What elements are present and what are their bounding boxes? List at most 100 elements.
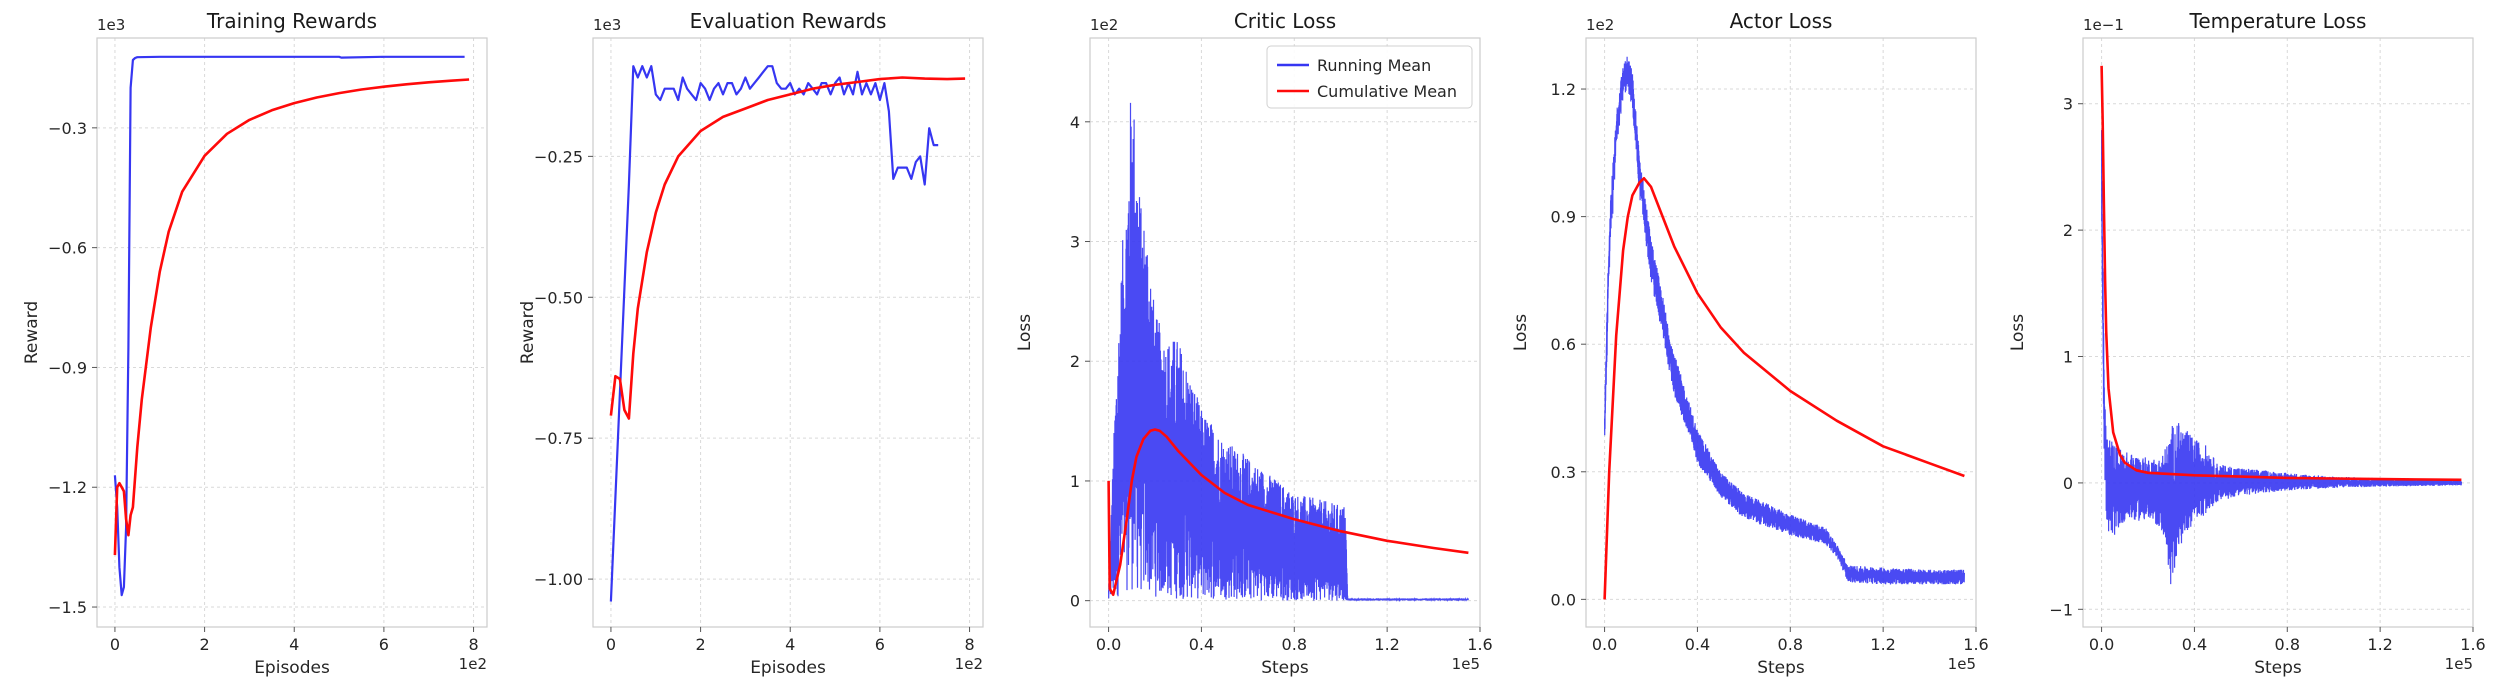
x-tick-label: 0.4 <box>1685 635 1710 654</box>
plot-area <box>1603 56 1965 600</box>
y-axis-label: Loss <box>2008 314 2028 351</box>
x-offset-text: 1e2 <box>955 655 983 673</box>
x-tick-label: 1.6 <box>2460 635 2485 654</box>
y-axis-label: Reward <box>22 301 42 364</box>
y-axis-label: Reward <box>518 301 538 364</box>
x-tick-label: 8 <box>468 635 478 654</box>
x-axis-label: Episodes <box>750 658 826 678</box>
y-tick-label: −0.50 <box>534 288 583 307</box>
x-tick-label: 8 <box>964 635 974 654</box>
x-axis-label: Steps <box>1261 658 1309 678</box>
subplot-title: Critic Loss <box>1234 9 1336 33</box>
y-tick-label: 0.9 <box>1551 208 1576 227</box>
y-axis-label: Loss <box>1015 314 1035 351</box>
y-tick-label: −1.5 <box>48 598 87 617</box>
x-tick-label: 2 <box>695 635 705 654</box>
x-axis-label: Steps <box>2254 658 2302 678</box>
axes-frame <box>1089 37 1481 628</box>
y-tick-label: 0.6 <box>1551 335 1576 354</box>
y-tick-label: −1.00 <box>534 570 583 589</box>
x-tick-label: 6 <box>875 635 885 654</box>
y-tick-label: −0.3 <box>48 119 87 138</box>
y-offset-text: 1e3 <box>97 16 125 34</box>
legend-label: Cumulative Mean <box>1317 82 1457 101</box>
x-tick-label: 0.0 <box>1096 635 1121 654</box>
plot-area <box>609 65 966 602</box>
x-tick-label: 0.4 <box>2182 635 2207 654</box>
x-tick-label: 1.2 <box>1870 635 1895 654</box>
axes-frame <box>1585 37 1977 628</box>
x-tick-label: 1.2 <box>2367 635 2392 654</box>
series-line-running-mean <box>1604 56 1965 585</box>
x-tick-label: 6 <box>379 635 389 654</box>
series-line-running-mean <box>609 65 939 602</box>
subplot-title: Actor Loss <box>1730 9 1833 33</box>
legend: Running Mean Cumulative Mean <box>1266 45 1473 109</box>
subplot-title: Evaluation Rewards <box>690 9 887 33</box>
plot-area <box>2100 65 2462 585</box>
axes-frame <box>2082 37 2474 628</box>
y-tick-label: 3 <box>1070 233 1080 252</box>
y-offset-text: 1e−1 <box>2083 16 2124 34</box>
x-tick-label: 0 <box>606 635 616 654</box>
x-tick-label: 0.8 <box>1282 635 1307 654</box>
y-tick-label: 1 <box>1070 472 1080 491</box>
subplot-title: Training Rewards <box>206 9 377 33</box>
axes-frame <box>96 37 488 628</box>
series-line-cumulative-mean <box>1603 177 1965 600</box>
y-tick-label: 0.0 <box>1551 590 1576 609</box>
series-line-cumulative-mean <box>609 76 966 420</box>
x-tick-label: 0.0 <box>2089 635 2114 654</box>
subplot-1: 0 2 4 6 8 −1.5 −1.2 −0.9 −0.6 −0.3 Training Reward… <box>22 9 488 678</box>
y-offset-text: 1e3 <box>593 16 621 34</box>
x-tick-label: 4 <box>785 635 795 654</box>
legend-label: Running Mean <box>1317 56 1431 75</box>
x-tick-label: 1.6 <box>1963 635 1988 654</box>
subplot-title: Temperature Loss <box>2189 9 2367 33</box>
y-tick-label: 1 <box>2063 348 2073 367</box>
y-tick-label: −0.9 <box>48 358 87 377</box>
plot-area <box>113 55 470 597</box>
x-tick-label: 0.4 <box>1189 635 1214 654</box>
x-tick-label: 0.8 <box>1778 635 1803 654</box>
x-offset-text: 1e5 <box>1948 655 1976 673</box>
x-offset-text: 1e2 <box>459 655 487 673</box>
y-tick-label: −0.25 <box>534 147 583 166</box>
subplot-5: 0.0 0.4 0.8 1.2 1.6 −1 0 1 2 3 Temperature Loss Ste… <box>2008 9 2486 678</box>
series-line-running-mean <box>113 55 465 597</box>
y-tick-label: 0 <box>2063 474 2073 493</box>
x-axis-label: Steps <box>1757 658 1805 678</box>
series-line-cumulative-mean <box>113 78 470 556</box>
y-tick-label: 4 <box>1070 113 1080 132</box>
x-tick-label: 1.6 <box>1467 635 1492 654</box>
y-tick-label: −1.2 <box>48 478 87 497</box>
x-tick-label: 4 <box>289 635 299 654</box>
y-offset-text: 1e2 <box>1090 16 1118 34</box>
subplot-3: 0.0 0.4 0.8 1.2 1.6 0 1 2 3 4 Critic Loss Steps Loss… <box>1015 9 1493 678</box>
y-tick-label: 0.3 <box>1551 463 1576 482</box>
x-tick-label: 1.2 <box>1374 635 1399 654</box>
axes-frame <box>592 37 984 628</box>
y-tick-label: −1 <box>2049 600 2073 619</box>
x-axis-label: Episodes <box>254 658 330 678</box>
series-line-running-mean <box>1108 102 1469 603</box>
series-line-running-mean <box>2101 130 2462 585</box>
subplot-4: 0.0 0.4 0.8 1.2 1.6 0.0 0.3 0.6 0.9 1.2 Actor Loss… <box>1511 9 1989 678</box>
plot-area <box>1107 102 1469 603</box>
y-tick-label: 2 <box>2063 221 2073 240</box>
y-tick-label: −0.6 <box>48 239 87 258</box>
series-line-cumulative-mean <box>1107 428 1469 596</box>
y-offset-text: 1e2 <box>1586 16 1614 34</box>
legend-box <box>1266 45 1473 109</box>
subplot-2: 0 2 4 6 8 −1.00 −0.75 −0.50 −0.25 Evaluation Rewa… <box>518 9 984 678</box>
y-tick-label: 0 <box>1070 592 1080 611</box>
x-tick-label: 0.0 <box>1592 635 1617 654</box>
y-tick-label: 3 <box>2063 95 2073 114</box>
y-tick-label: 2 <box>1070 352 1080 371</box>
x-tick-label: 2 <box>199 635 209 654</box>
x-tick-label: 0.8 <box>2275 635 2300 654</box>
x-offset-text: 1e5 <box>1452 655 1480 673</box>
y-axis-label: Loss <box>1511 314 1531 351</box>
x-offset-text: 1e5 <box>2445 655 2473 673</box>
